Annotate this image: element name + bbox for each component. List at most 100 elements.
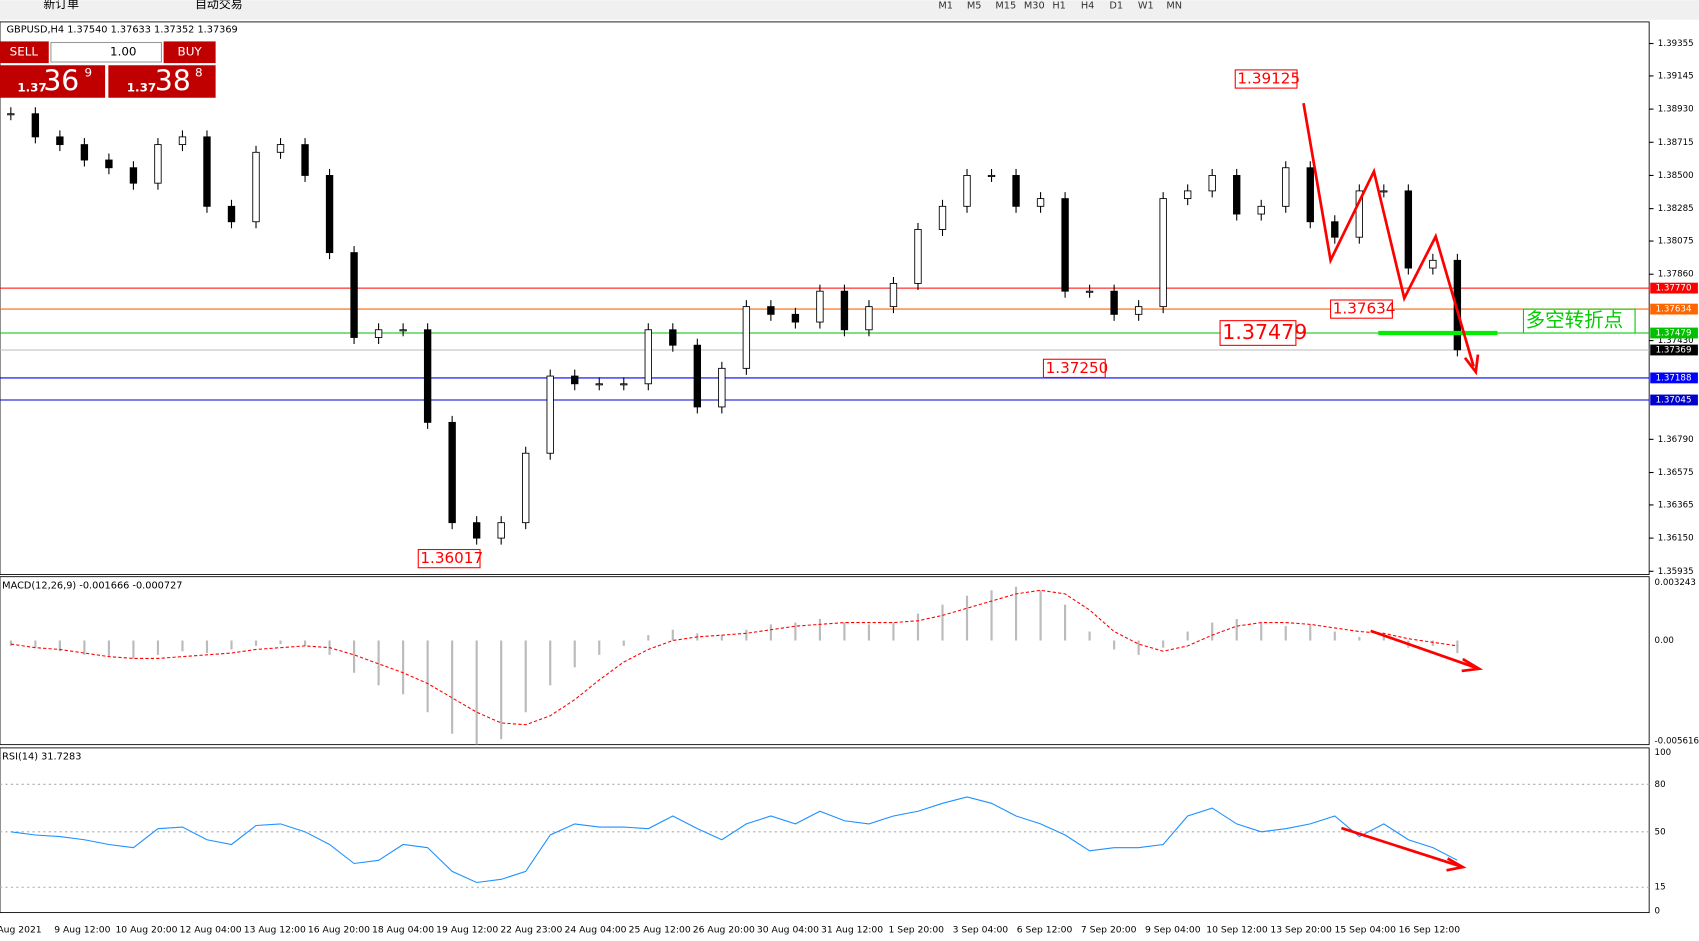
candle [350, 252, 358, 338]
timeframe-button[interactable]: M1 [938, 1, 953, 12]
ask-box[interactable] [108, 65, 216, 98]
candle [129, 167, 138, 184]
price-annotation-box [1219, 320, 1297, 346]
candle [865, 306, 873, 331]
candle [620, 383, 628, 386]
lot-value: 1.00 [110, 45, 137, 59]
x-tick-label: 16 Sep 12:00 [1399, 924, 1461, 935]
timeframe-button[interactable]: M5 [967, 1, 982, 12]
candle [374, 329, 383, 338]
timeframe-button[interactable]: M30 [1024, 1, 1045, 12]
x-tick-label: 6 Sep 12:00 [1017, 924, 1073, 935]
candle [56, 136, 64, 146]
candle [1208, 175, 1216, 192]
timeframe-button[interactable]: W1 [1138, 1, 1154, 12]
level-label-box [1650, 372, 1698, 384]
candle [938, 205, 947, 230]
candle [1429, 259, 1437, 269]
candle [1306, 167, 1314, 223]
macd-label: MACD(12,26,9) -0.001666 -0.000727 [2, 580, 182, 591]
level-label-box [1650, 394, 1698, 406]
y-tick-label: 1.37860 [1658, 270, 1694, 280]
y-tick-label: 1.36575 [1658, 468, 1694, 478]
candle [546, 375, 554, 454]
timeframe-button[interactable]: H1 [1052, 1, 1066, 12]
candle [1282, 167, 1290, 207]
level-label: 1.37479 [1656, 329, 1692, 339]
toolbar-button[interactable]: 新订单 [43, 0, 79, 11]
buy-button[interactable] [163, 41, 216, 64]
macd-arrow [1370, 629, 1480, 671]
x-tick-label: 24 Aug 04:00 [564, 924, 626, 935]
sell-button[interactable] [0, 41, 49, 64]
toolbar-button[interactable]: 自动交易 [195, 0, 243, 11]
bid-small: 9 [85, 65, 93, 79]
bid-mid: 36 [43, 65, 79, 98]
candle [325, 175, 334, 254]
timeframe-button[interactable]: M15 [995, 1, 1016, 12]
price-annotation-box [1330, 299, 1393, 319]
y-tick-label: 100 [1655, 748, 1672, 758]
candle [497, 522, 505, 539]
candle [1233, 175, 1241, 215]
y-tick-label: 1.38285 [1658, 204, 1694, 214]
level-label-box [1650, 344, 1698, 356]
timeframe-button[interactable]: H4 [1081, 1, 1095, 12]
y-tick-label: 1.38500 [1658, 171, 1694, 181]
candle [1257, 205, 1265, 215]
candle [1183, 190, 1192, 200]
level-label-box [1650, 303, 1698, 315]
candle [154, 144, 162, 184]
y-tick-label: 15 [1655, 883, 1666, 893]
x-tick-label: 16 Aug 20:00 [308, 924, 370, 935]
candle [742, 306, 751, 369]
trade-panel: SELL 1.00 BUY 1.37 36 9 1.37 38 8 [0, 41, 216, 98]
timeframe-button[interactable]: MN [1166, 1, 1182, 12]
y-tick-label: 1.38075 [1658, 237, 1694, 247]
candle [1380, 190, 1388, 193]
candle [31, 113, 40, 138]
candle [1355, 190, 1363, 238]
candle [889, 283, 898, 308]
candle [472, 522, 481, 539]
timeframe-button[interactable]: D1 [1109, 1, 1123, 12]
x-tick-label: 13 Aug 12:00 [244, 924, 306, 935]
price-annotation-box [1042, 358, 1106, 378]
candle [105, 159, 113, 169]
macd-signal [10, 589, 1458, 726]
y-tick-label: 1.38715 [1658, 138, 1694, 148]
ask-small: 8 [195, 65, 203, 79]
price-annotation: 1.37634 [1333, 300, 1396, 318]
x-tick-label: 31 Aug 12:00 [821, 924, 883, 935]
candle [1061, 198, 1069, 292]
bid-box[interactable] [0, 65, 106, 98]
candle [963, 175, 971, 207]
drawings [1302, 102, 1484, 872]
candle [693, 344, 702, 408]
price-annotation: 1.37250 [1046, 359, 1109, 377]
lot-input[interactable] [50, 41, 162, 63]
level-label-box [1650, 327, 1698, 339]
candle [276, 144, 285, 153]
candle [571, 375, 579, 385]
x-tick-label: 7 Sep 20:00 [1081, 924, 1137, 935]
candle [1110, 290, 1118, 315]
main-chart [0, 21, 1650, 575]
price-annotation: 1.36017 [420, 549, 483, 567]
candle [203, 136, 211, 207]
y-tick-label: 50 [1655, 827, 1666, 837]
level-label: 1.37369 [1656, 345, 1692, 355]
x-tick-label: 9 Aug 12:00 [54, 924, 110, 935]
arrowhead [1446, 857, 1467, 872]
candle [522, 452, 530, 524]
y-tick-label: 80 [1655, 780, 1666, 790]
rsi-arrow [1341, 826, 1464, 869]
x-tick-label: 25 Aug 12:00 [629, 924, 691, 935]
candle [399, 329, 407, 332]
x-tick-label: 12 Aug 04:00 [180, 924, 242, 935]
candle [1036, 198, 1045, 207]
candle [1159, 198, 1167, 308]
y-tick-label: 1.36790 [1658, 435, 1694, 445]
x-tick-label: 10 Aug 20:00 [115, 924, 177, 935]
y-tick-label: 1.39355 [1658, 39, 1694, 49]
